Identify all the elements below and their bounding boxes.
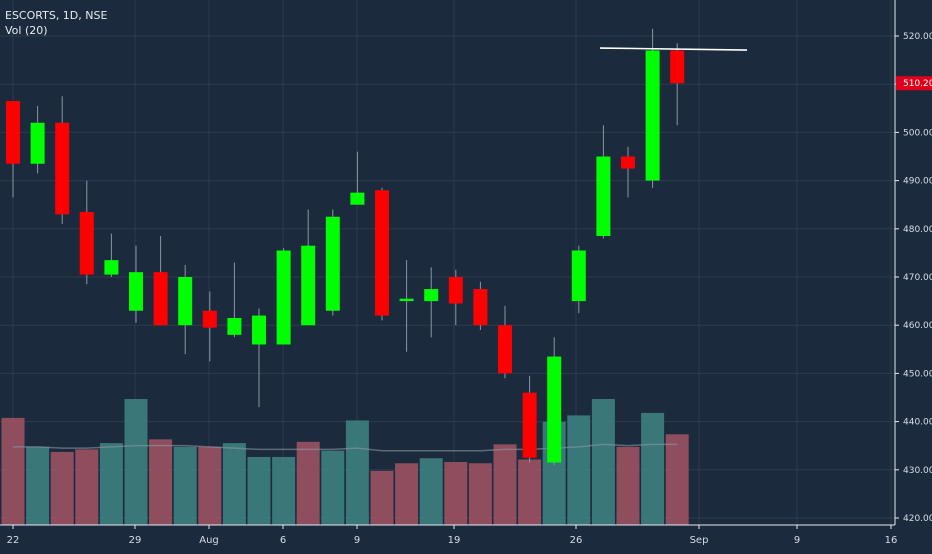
volume-bar-1 (26, 446, 50, 525)
volume-bar-24 (591, 399, 615, 525)
candle-body-15 (375, 190, 389, 316)
candle-body-10 (252, 315, 266, 345)
volume-bars (1, 399, 689, 525)
volume-bar-15 (370, 470, 394, 525)
horizontal-line-drawing[interactable] (599, 47, 748, 51)
time-axis[interactable]: 22 29 Aug 6 9 19 26 Sep 9 16 (0, 524, 898, 546)
volume-bar-11 (272, 456, 296, 525)
candle-body-16 (399, 298, 414, 302)
price-tick-label-0: 520.00 (903, 32, 932, 42)
volume-bar-0 (1, 417, 25, 525)
price-tick-label-5: 470.00 (903, 273, 932, 283)
volume-bar-13 (321, 450, 345, 525)
volume-bar-14 (345, 420, 369, 525)
time-tick-label-7: Sep (690, 535, 709, 546)
time-tick-label-8: 9 (794, 535, 800, 546)
candle-body-26 (645, 50, 660, 181)
price-tick-label-6: 460.00 (903, 321, 932, 331)
symbol-title[interactable]: ESCORTS, 1D, NSE (5, 9, 108, 22)
volume-bar-17 (419, 458, 443, 525)
volume-bar-16 (395, 463, 419, 525)
candle-body-13 (325, 216, 340, 311)
volume-bar-27 (665, 434, 689, 525)
time-tick-label-2: Aug (199, 535, 219, 546)
volume-bar-8 (198, 446, 222, 525)
candle-body-25 (621, 156, 635, 169)
candle-body-11 (276, 250, 291, 345)
volume-bar-7 (173, 446, 197, 525)
time-tick-label-0: 22 (7, 535, 20, 546)
candle-body-18 (448, 277, 463, 304)
price-tick-label-3: 490.00 (903, 177, 932, 187)
volume-bar-5 (124, 399, 148, 525)
candle-body-6 (153, 272, 168, 326)
volume-bar-10 (247, 456, 271, 525)
volume-bar-25 (616, 446, 640, 525)
time-tick-label-9: 16 (885, 535, 898, 546)
volume-indicator-label[interactable]: Vol (20) (5, 24, 48, 37)
price-tick-label-7: 450.00 (903, 369, 932, 379)
time-tick-label-1: 29 (129, 535, 142, 546)
candle-body-1 (30, 122, 45, 164)
candle-body-4 (104, 260, 119, 275)
price-tick-label-2: 500.00 (903, 128, 932, 138)
price-tick-label-10: 420.00 (903, 514, 932, 524)
candle-body-2 (55, 122, 70, 215)
candle-body-3 (79, 211, 94, 275)
time-tick-label-4: 9 (354, 535, 360, 546)
candle-body-20 (498, 325, 512, 374)
last-price-tag-bg (896, 76, 932, 91)
candle-body-27 (670, 50, 685, 84)
volume-bar-23 (567, 415, 591, 525)
time-tick-label-6: 26 (570, 535, 583, 546)
time-tick-label-5: 19 (448, 535, 461, 546)
price-axis[interactable]: 520.00510.00500.00490.00480.00470.00460.… (894, 0, 932, 525)
volume-bar-9 (222, 443, 246, 525)
volume-bar-4 (99, 443, 123, 525)
candle-body-17 (424, 289, 439, 302)
last-price-value: 510.20 (903, 79, 932, 89)
candle-body-7 (178, 277, 193, 326)
candle-body-9 (227, 317, 242, 335)
volume-bar-20 (493, 444, 517, 525)
candle-body-0 (6, 101, 20, 164)
last-price-tag: 510.20 (896, 76, 932, 91)
candle-body-8 (202, 310, 217, 328)
candle-body-14 (350, 192, 365, 205)
volume-bar-18 (444, 462, 468, 525)
candle-body-21 (522, 392, 537, 458)
volume-bar-26 (641, 412, 665, 525)
volume-bar-2 (50, 451, 74, 525)
price-tick-label-8: 440.00 (903, 418, 932, 428)
volume-ma-line (13, 443, 678, 452)
volume-bar-19 (468, 463, 492, 525)
volume-bar-3 (75, 449, 99, 525)
candle-body-22 (547, 356, 562, 463)
candles (6, 28, 685, 465)
candle-body-23 (571, 250, 586, 302)
candle-body-24 (596, 156, 611, 237)
volume-bar-6 (149, 439, 173, 525)
time-tick-label-3: 6 (280, 535, 286, 546)
candle-body-5 (129, 272, 143, 311)
candle-body-12 (301, 245, 316, 326)
volume-bar-21 (518, 459, 542, 525)
volume-bar-12 (296, 441, 320, 525)
price-tick-label-4: 480.00 (903, 225, 932, 235)
price-tick-label-9: 430.00 (903, 466, 932, 476)
candle-body-19 (473, 289, 488, 326)
